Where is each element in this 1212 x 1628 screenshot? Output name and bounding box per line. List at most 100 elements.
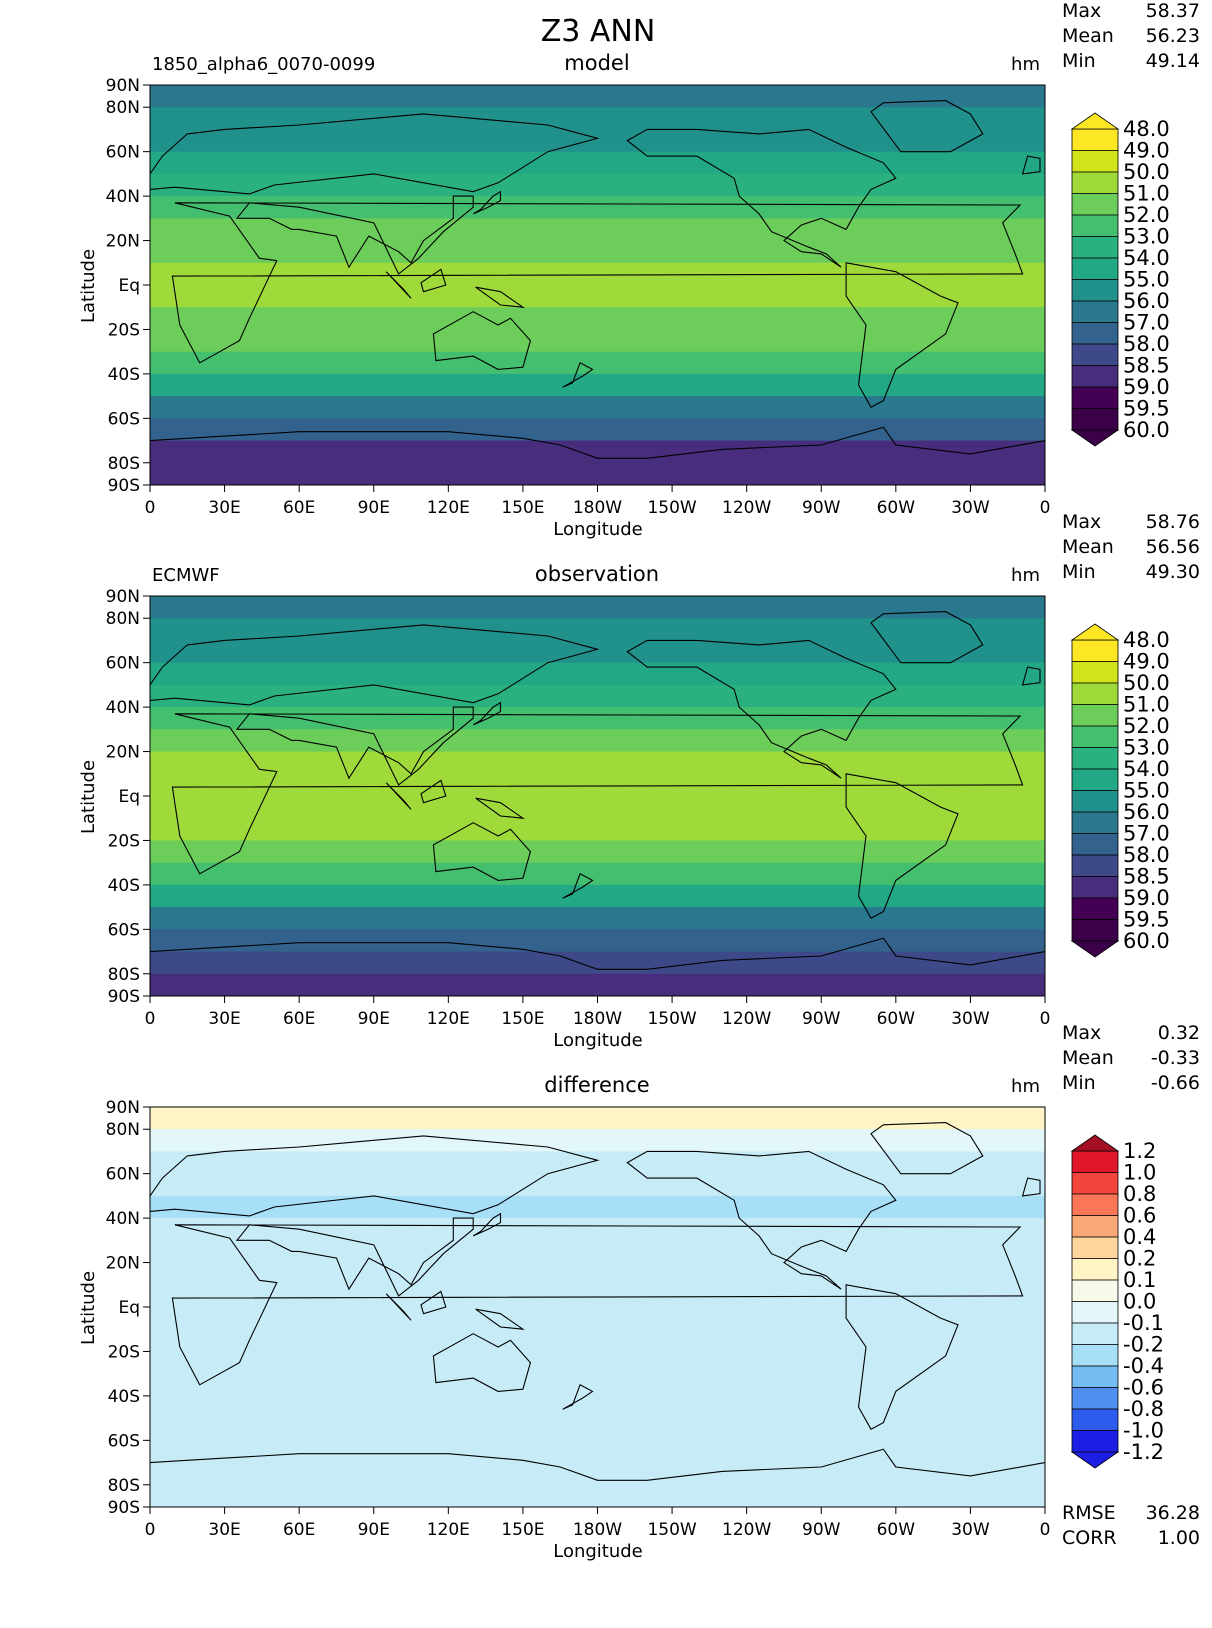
y-axis-label: Latitude	[78, 760, 99, 834]
coastline	[475, 797, 525, 819]
coastline	[1021, 666, 1041, 686]
colorbar-over-arrow	[1070, 1134, 1120, 1152]
colorbar-label: -0.8	[1123, 1397, 1164, 1421]
colorbar-over-arrow	[1070, 623, 1120, 641]
x-tick-label: 30E	[208, 1009, 240, 1029]
lat-band	[150, 1195, 1045, 1219]
coastline-antarctica	[150, 937, 1045, 970]
colorbar-segment	[1071, 1322, 1119, 1346]
stat-value-max: 58.37	[1146, 0, 1200, 22]
colorbar-label: 58.0	[1123, 332, 1170, 356]
colorbar-segment	[1071, 1172, 1119, 1195]
lat-band	[150, 729, 1045, 753]
stat-label-max: Max	[1062, 1022, 1101, 1044]
lat-band	[150, 329, 1045, 353]
y-axis-label: Latitude	[78, 249, 99, 323]
lat-band	[150, 351, 1045, 375]
lat-band	[150, 462, 1045, 485]
stat-label-mean: Mean	[1062, 536, 1114, 558]
lat-band	[150, 618, 1045, 641]
lat-band	[150, 173, 1045, 197]
x-tick-label: 90W	[802, 1520, 841, 1540]
panel-title: model	[564, 51, 629, 75]
lat-band	[150, 951, 1045, 975]
colorbar-segment	[1071, 1215, 1119, 1238]
coastline	[870, 1122, 984, 1175]
y-tick-label: 60S	[108, 409, 140, 429]
colorbar-segment	[1071, 408, 1119, 431]
rmse-value: 36.28	[1146, 1502, 1200, 1524]
lat-band	[150, 285, 1045, 308]
stat-label-min: Min	[1062, 1072, 1096, 1094]
panel-model: 1850_alpha6_0070-0099 model hm Max 58.37…	[78, 0, 1200, 540]
colorbar-segment	[1071, 386, 1119, 410]
stat-value-min: -0.66	[1151, 1072, 1200, 1094]
x-tick-label: 150W	[647, 1520, 696, 1540]
lat-band	[150, 262, 1045, 286]
stat-value-max: 58.76	[1146, 511, 1200, 533]
y-tick-label: 40N	[106, 1209, 140, 1229]
panel-difference: difference hm Max 0.32 Mean -0.33 Min -0…	[78, 1022, 1200, 1562]
colorbar-label: 59.5	[1123, 908, 1170, 932]
colorbar-label: 54.0	[1123, 757, 1170, 781]
colorbar-segment	[1071, 1344, 1119, 1367]
colorbar-segment	[1071, 128, 1119, 152]
coastline-antarctica	[150, 426, 1045, 459]
y-tick-label: 90N	[106, 1098, 140, 1118]
lat-band	[150, 773, 1045, 797]
lat-band	[150, 85, 1045, 108]
x-axis-label: Longitude	[553, 1541, 643, 1562]
x-tick-label: 0	[145, 1009, 156, 1029]
colorbar-label: 48.0	[1123, 117, 1170, 141]
colorbar-label: 55.0	[1123, 268, 1170, 292]
lat-band	[150, 107, 1045, 130]
y-tick-label: 90S	[108, 476, 140, 496]
colorbar-label: 0.0	[1123, 1290, 1156, 1314]
lat-band	[150, 1173, 1045, 1197]
colorbar-segment	[1071, 1193, 1119, 1217]
coastline	[626, 1150, 897, 1290]
coastline	[1021, 155, 1041, 175]
colorbar-segment	[1071, 279, 1119, 302]
colorbar-label: -0.4	[1123, 1354, 1164, 1378]
lat-band	[150, 307, 1045, 330]
x-tick-label: 120W	[722, 1520, 771, 1540]
colorbar-label: 59.0	[1123, 886, 1170, 910]
x-tick-label: 90E	[358, 1520, 390, 1540]
lat-band	[150, 929, 1045, 953]
stat-label-min: Min	[1062, 50, 1096, 72]
x-tick-label: 120E	[427, 1009, 470, 1029]
stat-value-mean: -0.33	[1151, 1047, 1200, 1069]
panel-units: hm	[1011, 1076, 1040, 1097]
lat-band	[150, 1262, 1045, 1286]
panel-left-label: 1850_alpha6_0070-0099	[152, 54, 375, 75]
colorbar-label: 50.0	[1123, 671, 1170, 695]
y-tick-label: 40N	[106, 187, 140, 207]
colorbar-label: 57.0	[1123, 822, 1170, 846]
lat-band	[150, 1107, 1045, 1130]
lat-band	[150, 1129, 1045, 1152]
coastline	[472, 701, 502, 726]
coastline	[235, 195, 474, 275]
y-tick-label: 20N	[106, 743, 140, 763]
x-tick-label: 90E	[358, 1009, 390, 1029]
colorbar-segment	[1071, 193, 1119, 216]
colorbar-label: 49.0	[1123, 650, 1170, 674]
colorbar-segment	[1071, 150, 1119, 173]
lat-band	[150, 1307, 1045, 1330]
coastline	[845, 773, 959, 919]
panel-title: difference	[544, 1073, 649, 1097]
y-axis-label: Latitude	[78, 1271, 99, 1345]
stat-label-max: Max	[1062, 0, 1101, 22]
y-tick-label: 80S	[108, 965, 140, 985]
y-tick-label: Eq	[118, 276, 140, 296]
colorbar-label: 60.0	[1123, 929, 1170, 953]
x-tick-label: 30W	[951, 1520, 990, 1540]
lat-band	[150, 907, 1045, 930]
y-tick-label: 90N	[106, 587, 140, 607]
x-tick-label: 0	[145, 498, 156, 518]
colorbar-segment	[1071, 682, 1119, 706]
